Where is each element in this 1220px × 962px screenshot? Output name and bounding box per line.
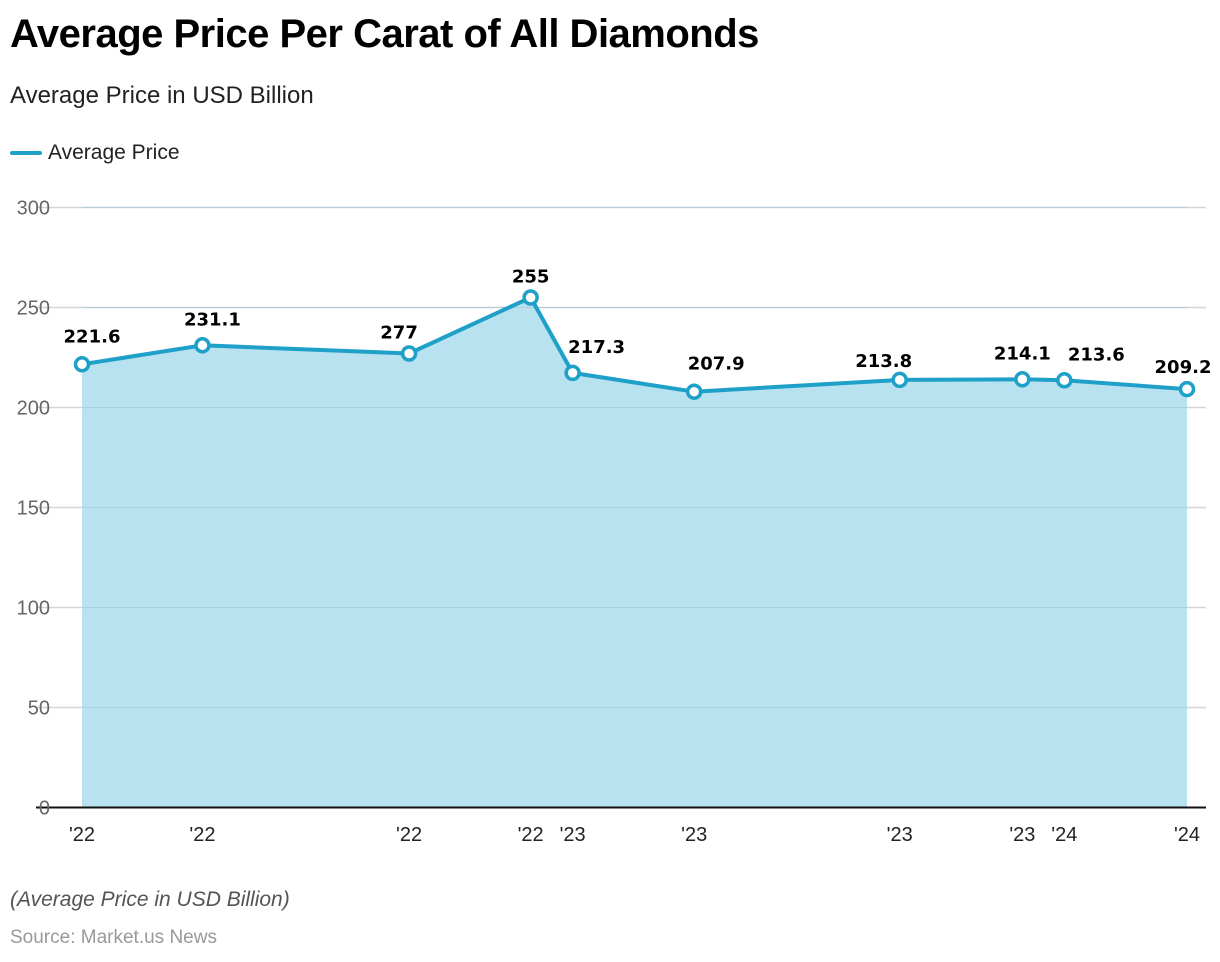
y-axis-ticks: 0 50 100 150 200 250 300	[17, 198, 50, 820]
data-point	[1014, 371, 1031, 388]
x-tick-label: '22	[189, 824, 215, 846]
data-label: 209.2	[1155, 357, 1212, 378]
data-label: 213.6	[1068, 344, 1125, 365]
data-label: 221.6	[64, 326, 121, 347]
data-points	[73, 289, 1196, 400]
series-line-group	[81, 295, 1188, 394]
data-point	[522, 289, 539, 306]
data-labels: 221.6 231.1 277 255 217.3 207.9 213.8 214.1 213.…	[64, 267, 1212, 379]
data-point	[1056, 372, 1073, 389]
data-point	[685, 383, 703, 400]
x-tick-label: '23	[681, 824, 707, 846]
source-text: Source: Market.us News	[10, 927, 217, 948]
data-point	[1178, 380, 1196, 398]
area-fill	[82, 297, 1187, 808]
footnote: (Average Price in USD Billion)	[10, 888, 290, 911]
y-tick-label: 50	[28, 698, 50, 720]
y-tick-label: 150	[17, 498, 50, 520]
x-tick-label: '23	[887, 824, 913, 846]
x-tick-label: '22	[69, 824, 95, 846]
data-label: 213.8	[855, 351, 912, 372]
data-label: 217.3	[568, 337, 625, 358]
x-tick-label: '24	[1174, 824, 1200, 846]
x-tick-label: '24	[1051, 824, 1077, 846]
legend-line-icon	[10, 151, 42, 155]
data-label: 207.9	[688, 354, 745, 375]
data-label: 255	[512, 267, 550, 288]
chart-subtitle: Average Price in USD Billion	[10, 82, 314, 109]
data-point	[891, 371, 908, 389]
x-tick-label: '22	[518, 824, 544, 846]
data-point	[194, 337, 211, 354]
data-label: 277	[380, 323, 418, 344]
legend-label: Average Price	[48, 141, 180, 164]
y-tick-label: 100	[17, 598, 50, 620]
x-tick-label: '23	[560, 824, 586, 846]
x-tick-label: '23	[1009, 824, 1035, 846]
x-axis-ticks: '22 '22 '22 '22 '23 '23 '23 '23 '24 '24	[69, 824, 1200, 846]
data-point	[400, 345, 418, 362]
x-tick-label: '22	[396, 824, 422, 846]
data-point	[564, 364, 581, 382]
y-tick-label: 250	[17, 298, 50, 320]
data-point	[73, 356, 91, 373]
data-label: 231.1	[184, 309, 241, 330]
data-label: 214.1	[994, 343, 1051, 364]
series-line	[81, 295, 1188, 394]
legend: Average Price	[10, 141, 180, 165]
y-tick-label: 300	[17, 198, 50, 220]
chart-title: Average Price Per Carat of All Diamonds	[10, 12, 759, 56]
area-fill-group	[82, 207, 1187, 808]
y-tick-label: 0	[39, 798, 50, 820]
y-tick-label: 200	[17, 398, 50, 420]
